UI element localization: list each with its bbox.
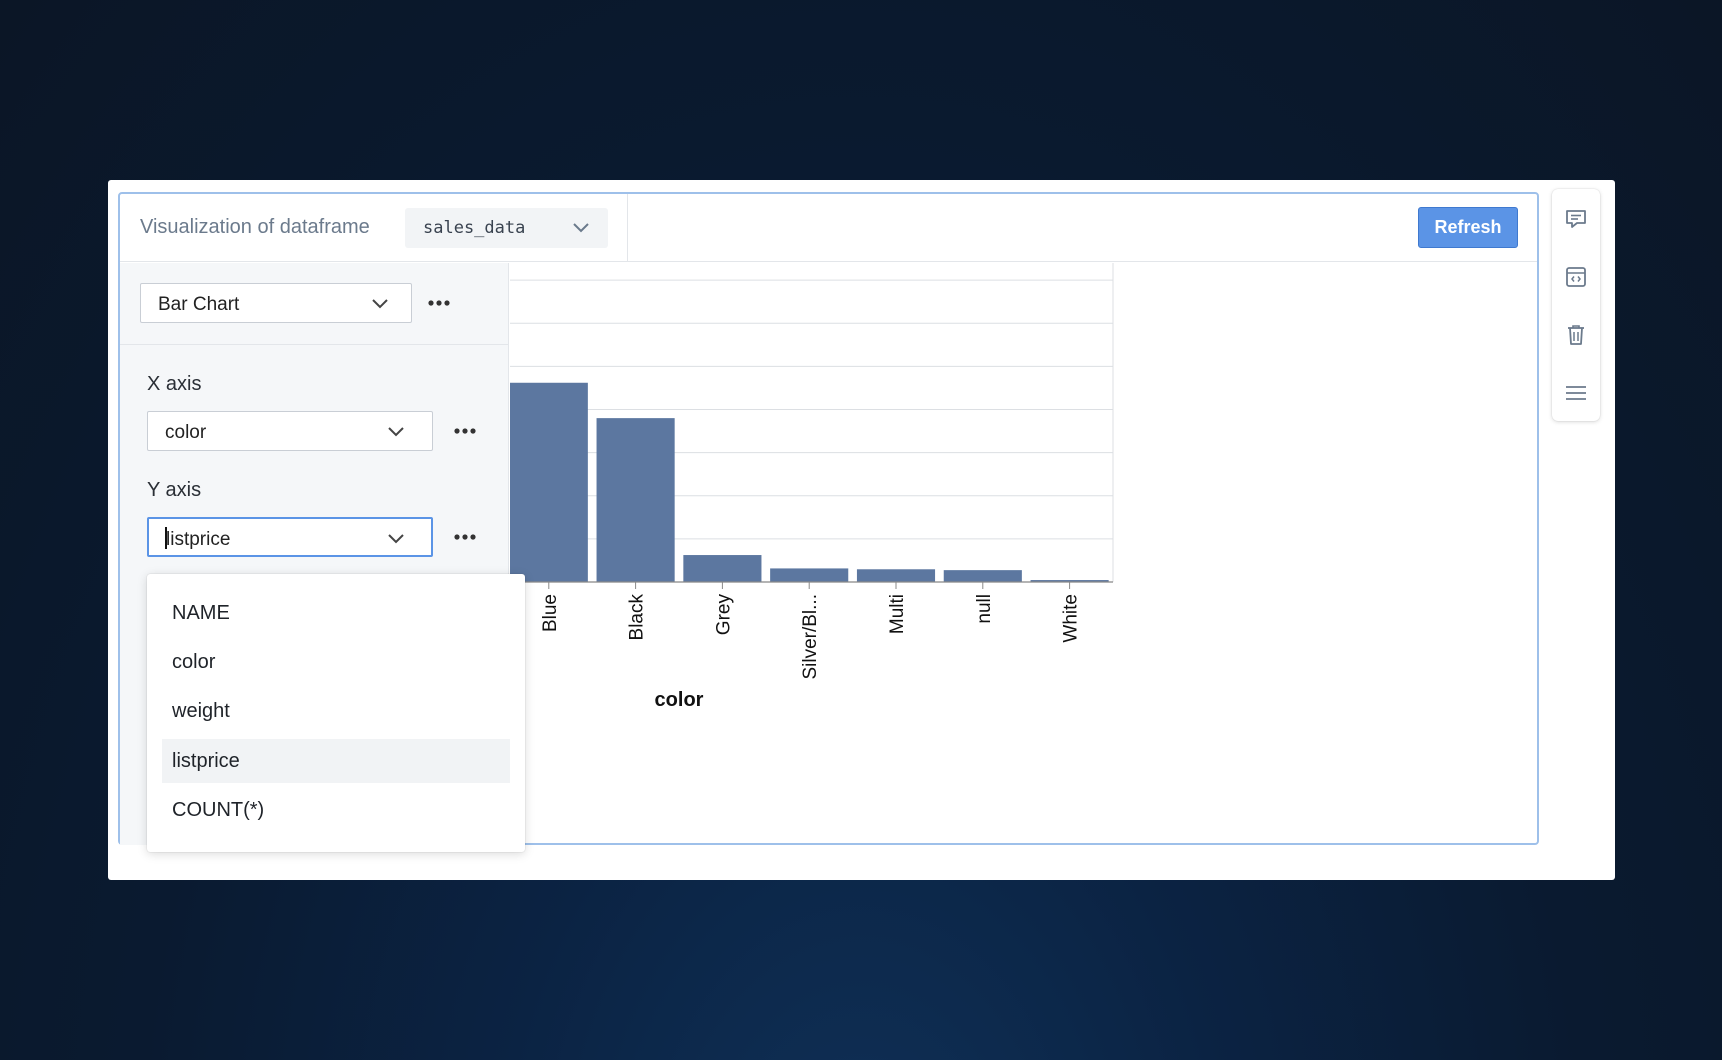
refresh-button[interactable]: Refresh [1418,207,1518,248]
header-divider [627,194,628,262]
y-axis-label: Y axis [147,479,202,501]
y-axis-value: listprice [166,529,231,550]
visualization-header: Visualization of dataframe sales_data Re… [120,194,1537,262]
dataframe-select[interactable]: sales_data [405,208,608,248]
y-axis-more-button[interactable] [451,527,479,547]
text-caret [165,527,167,549]
trash-icon[interactable] [1564,323,1588,347]
bar-chart: 02004006008001,0001,2001,4001,600RedSilv… [510,263,1114,711]
bar [596,418,675,582]
visualization-title: Visualization of dataframe [140,216,370,238]
chart-type-row: Bar Chart [120,263,508,345]
bar [943,570,1022,582]
dropdown-option-listprice[interactable]: listprice [162,739,510,783]
x-tick-label: null [974,594,995,624]
chevron-down-icon [388,427,404,437]
dropdown-option-color[interactable]: color [172,651,216,673]
y-axis-select[interactable]: listprice [147,517,433,557]
x-tick-label: Silver/Bl... [800,594,821,680]
x-tick-label: Grey [713,594,734,636]
x-tick-label: White [1061,594,1082,643]
dropdown-option-count[interactable]: COUNT(*) [172,799,265,821]
dropdown-option-name[interactable]: NAME [172,602,230,624]
chart-area: 02004006008001,0001,2001,4001,600RedSilv… [510,263,1539,845]
x-tick-label: Black [627,594,648,641]
dropdown-option-weight[interactable]: weight [172,700,230,722]
chevron-down-icon [388,534,404,544]
bar [770,568,849,582]
chart-type-select[interactable]: Bar Chart [140,283,412,323]
bar [856,569,936,582]
cell-side-toolbar [1552,189,1600,421]
bar [510,382,588,582]
x-axis-select[interactable]: color [147,411,433,451]
chevron-down-icon [372,299,388,309]
comment-icon[interactable] [1564,207,1588,231]
x-tick-label: Multi [887,594,908,634]
x-axis-label: X axis [147,373,202,395]
x-axis-title: color [655,689,704,711]
x-tick-label: Blue [540,594,561,632]
x-axis-value: color [165,422,207,443]
x-axis-more-button[interactable] [451,421,479,441]
chevron-down-icon [573,223,589,233]
chart-type-more-button[interactable] [425,293,453,313]
dataframe-value: sales_data [423,218,526,238]
bar [1030,580,1109,582]
bar [683,555,762,582]
chart-type-value: Bar Chart [158,294,240,315]
y-axis-dropdown-menu: NAME color weight listprice COUNT(*) [147,574,525,852]
menu-icon[interactable] [1564,381,1588,405]
code-cell-icon[interactable] [1564,265,1588,289]
